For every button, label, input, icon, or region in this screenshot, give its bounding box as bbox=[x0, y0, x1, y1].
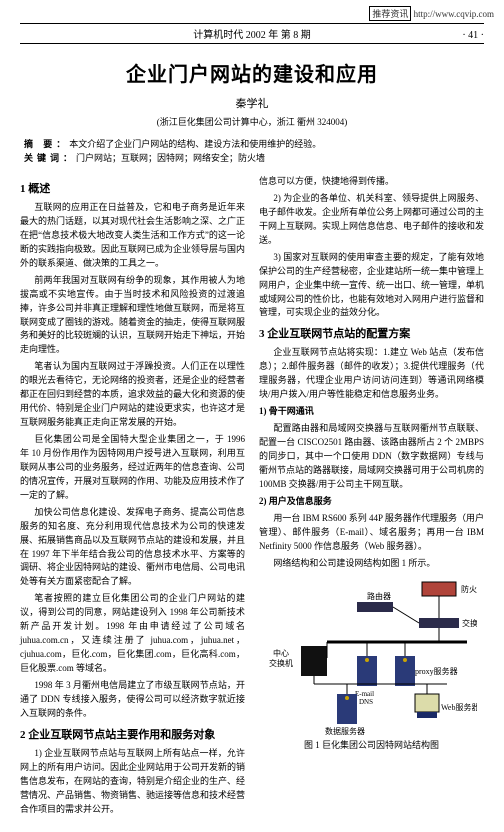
hub-label-1: 中心 bbox=[273, 648, 289, 658]
body-columns: 1 概述 互联网的应用正在日益普及，它和电子商务是近年来最大的热门话题，以其对现… bbox=[20, 175, 484, 820]
section-1-p4: 巨化集团公司是全国特大型企业集团之一，于 1996 年 10 月份作用作为因特网… bbox=[20, 433, 245, 503]
db-label: 数据服务器 bbox=[325, 726, 365, 736]
section-1-p2: 前两年我国对互联网有纷争的现象，其作用被人为地拔高或不实地宣传。由于当时技术和风… bbox=[20, 274, 245, 358]
email-label-1: E-mail bbox=[355, 690, 374, 698]
section-3-pre1: 信息可以方便，快捷地得到传播。 bbox=[259, 175, 484, 189]
server-led-icon bbox=[345, 696, 349, 700]
switch-label: 交换机 bbox=[462, 618, 477, 628]
section-3-pre2: 2) 为企业的各单位、机关科室、领导提供上网服务、电子邮件收发。企业所有单位公务… bbox=[259, 192, 484, 248]
email-label-2: DNS bbox=[359, 698, 373, 706]
journal-header: 计算机时代 2002 年 第 8 期 · 41 · bbox=[20, 23, 484, 44]
keywords-line: 关键词：门户网站；互联网；因特网；网络安全；防火墙 bbox=[24, 152, 480, 166]
abstract-label: 摘 要： bbox=[24, 139, 69, 149]
author: 秦学礼 bbox=[20, 95, 484, 111]
figure-1-caption: 图 1 巨化集团公司因特网站结构图 bbox=[259, 739, 484, 753]
page: 计算机时代 2002 年 第 8 期 · 41 · 企业门户网站的建设和应用 秦… bbox=[0, 23, 504, 832]
server-led-icon bbox=[403, 658, 407, 662]
section-3-sub2-title: 2) 用户及信息服务 bbox=[259, 495, 484, 509]
section-2-p1: 1) 企业互联网节点站与互联网上所有站点一样，允许网上的所有用户访问。因此企业网… bbox=[20, 747, 245, 817]
source-url: http://www.cqvip.com bbox=[414, 9, 494, 19]
web-server-icon bbox=[415, 694, 439, 712]
proxy-label: proxy服务器 bbox=[415, 666, 458, 676]
firewall-label: 防火墙 bbox=[461, 584, 477, 594]
section-3-sub2-p1: 用一台 IBM RS600 系列 44P 服务器作代理服务（用户管理）、邮件服务… bbox=[259, 512, 484, 554]
web-label: Web服务器 bbox=[441, 702, 477, 712]
journal-issue: 计算机时代 2002 年 第 8 期 bbox=[60, 26, 444, 41]
web-server-base-icon bbox=[417, 712, 437, 718]
section-3-sub1-title: 1) 骨干网通讯 bbox=[259, 405, 484, 419]
affiliation: (浙江巨化集团公司计算中心，浙江 衢州 324004) bbox=[20, 115, 484, 128]
section-3-sub1-p1: 配置路由器和局域网交换器与互联网衢州节点联联、配置一台 CISCO2501 路由… bbox=[259, 422, 484, 492]
keywords-text: 门户网站；互联网；因特网；网络安全；防火墙 bbox=[76, 153, 265, 163]
section-2-title: 2 企业互联网节点站主要作用和服务对象 bbox=[20, 727, 245, 744]
abstract-block: 摘 要：本文介绍了企业门户网站的结构、建设方法和使用维护的经验。 关键词：门户网… bbox=[24, 138, 480, 165]
diagram-line bbox=[393, 607, 419, 623]
figure-1: 防火墙 路由器 交换机 中心 交换机 E-mail DNS bbox=[259, 576, 484, 753]
server-led-icon bbox=[365, 658, 369, 662]
article-title: 企业门户网站的建设和应用 bbox=[20, 58, 484, 87]
section-3-sub2-p2: 网络结构和公司建设网结构如图 1 所示。 bbox=[259, 557, 484, 571]
router-icon bbox=[357, 602, 393, 612]
section-1-p3: 笔者认为国内互联网过于浮躁投资。人们正在以理性的眼光去看待它，无论网络的投资者，… bbox=[20, 360, 245, 430]
section-1-p5: 加快公司信息化建设、发挥电子商务、提高公司信息服务的知名度、充分利用现代信息技术… bbox=[20, 506, 245, 590]
section-3-p1: 企业互联网节点站将实现：1.建立 Web 站点（发布信息）；2.邮件服务器（邮件… bbox=[259, 346, 484, 402]
page-number: · 41 · bbox=[444, 30, 484, 41]
hub-label-2: 交换机 bbox=[269, 658, 293, 668]
section-3-title: 3 企业互联网节点站的配置方案 bbox=[259, 326, 484, 343]
switch-icon bbox=[419, 618, 459, 628]
section-3-pre3: 3) 国家对互联网的使用审查主要的规定，了能有效地保护公司的生产经营秘密，企业建… bbox=[259, 251, 484, 321]
section-1-p1: 互联网的应用正在日益普及，它和电子商务是近年来最大的热门话题，以其对现代社会生活… bbox=[20, 201, 245, 271]
source-label: 推荐资讯 bbox=[369, 6, 411, 21]
section-1-p7: 1998 年 3 月衢州电信局建立了市级互联网节点站，开通了 DDN 专线接入服… bbox=[20, 679, 245, 721]
router-label: 路由器 bbox=[367, 591, 391, 601]
network-diagram: 防火墙 路由器 交换机 中心 交换机 E-mail DNS bbox=[267, 576, 477, 736]
keywords-label: 关键词： bbox=[24, 153, 76, 163]
abstract-line: 摘 要：本文介绍了企业门户网站的结构、建设方法和使用维护的经验。 bbox=[24, 138, 480, 152]
hub-icon bbox=[301, 646, 327, 676]
source-banner: 推荐资讯 http://www.cqvip.com bbox=[0, 0, 504, 23]
section-1-p6: 笔者按照的建立巨化集团公司的企业门户网站的建议，得到公司的同意，网站建设列入 1… bbox=[20, 592, 245, 676]
section-1-title: 1 概述 bbox=[20, 181, 245, 198]
firewall-icon bbox=[422, 582, 456, 596]
abstract-text: 本文介绍了企业门户网站的结构、建设方法和使用维护的经验。 bbox=[69, 139, 321, 149]
